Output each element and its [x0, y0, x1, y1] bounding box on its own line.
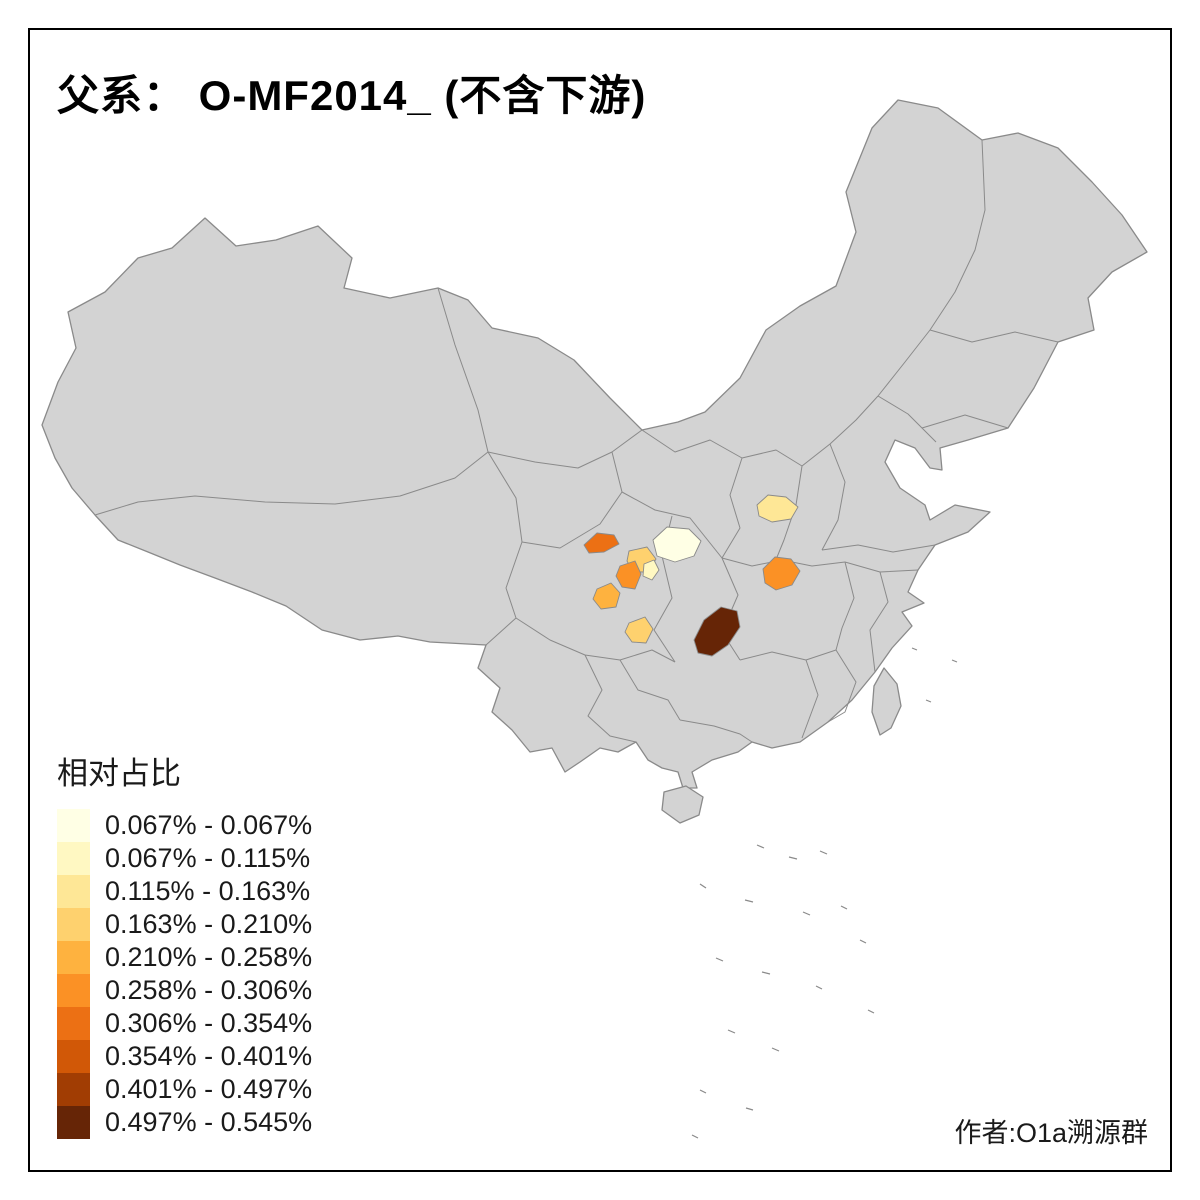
map-region — [615, 560, 642, 590]
legend-swatch — [57, 842, 90, 875]
island-speck — [761, 971, 771, 975]
legend-label: 0.401% - 0.497% — [105, 1074, 313, 1104]
south-china-sea-islands — [691, 647, 958, 1139]
province-border — [869, 571, 889, 673]
legend-label: 0.067% - 0.115% — [105, 843, 311, 873]
island-speck — [815, 985, 823, 990]
legend-item: 0.067% - 0.067% — [57, 809, 312, 842]
map-region — [642, 559, 660, 581]
province-border — [487, 429, 643, 469]
legend-label: 0.210% - 0.258% — [105, 942, 313, 972]
legend-item: 0.497% - 0.545% — [57, 1106, 312, 1139]
legend-swatch — [57, 1007, 90, 1040]
legend-swatch — [57, 1040, 90, 1073]
legend-label: 0.163% - 0.210% — [105, 909, 313, 939]
legend-item: 0.067% - 0.115% — [57, 842, 312, 875]
map-region — [693, 606, 741, 657]
province-border — [584, 654, 637, 743]
legend-item: 0.401% - 0.497% — [57, 1073, 312, 1106]
legend-item: 0.258% - 0.306% — [57, 974, 312, 1007]
legend-item: 0.306% - 0.354% — [57, 1007, 312, 1040]
island-speck — [819, 850, 828, 855]
legend-swatch — [57, 974, 90, 1007]
hainan-island — [661, 785, 704, 824]
island-speck — [951, 659, 958, 663]
legend-item: 0.354% - 0.401% — [57, 1040, 312, 1073]
island-speck — [745, 1107, 754, 1111]
province-border — [721, 457, 743, 559]
mainland-china-shape — [41, 99, 1148, 789]
legend-swatch — [57, 908, 90, 941]
province-border — [521, 451, 623, 549]
province-border — [835, 561, 855, 651]
legend-item: 0.210% - 0.258% — [57, 941, 312, 974]
province-border — [774, 465, 803, 563]
legend-label: 0.115% - 0.163% — [105, 876, 311, 906]
island-speck — [699, 883, 707, 889]
legend-label: 0.067% - 0.067% — [105, 810, 313, 840]
island-speck — [911, 647, 918, 651]
island-speck — [715, 957, 724, 962]
legend-label: 0.354% - 0.401% — [105, 1041, 313, 1071]
legend-swatch — [57, 809, 90, 842]
island-speck — [699, 1089, 707, 1094]
island-speck — [802, 911, 811, 916]
highlighted-regions — [583, 494, 801, 657]
island-speck — [691, 1134, 699, 1139]
island-speck — [727, 1029, 736, 1034]
legend-item: 0.163% - 0.210% — [57, 908, 312, 941]
taiwan-island — [871, 667, 902, 736]
province-border — [679, 719, 753, 743]
legend: 相对占比 0.067% - 0.067% 0.067% - 0.115% 0.1… — [57, 748, 312, 1139]
province-border — [739, 649, 837, 661]
island-speck — [744, 899, 754, 903]
island-speck — [859, 939, 867, 944]
legend-label: 0.306% - 0.354% — [105, 1008, 313, 1038]
legend-swatch — [57, 875, 90, 908]
province-border — [877, 395, 937, 443]
island-speck — [867, 1009, 875, 1014]
legend-items: 0.067% - 0.067% 0.067% - 0.115% 0.115% -… — [57, 809, 312, 1139]
province-border — [515, 617, 676, 663]
province-border — [929, 329, 1059, 343]
island-speck — [756, 844, 765, 849]
legend-label: 0.497% - 0.545% — [105, 1107, 313, 1137]
map-title: 父系： O-MF2014_ (不含下游) — [57, 72, 647, 119]
map-region — [583, 532, 620, 554]
legend-swatch — [57, 1073, 90, 1106]
legend-label: 0.258% - 0.306% — [105, 975, 313, 1005]
province-border — [921, 414, 1009, 429]
legend-item: 0.115% - 0.163% — [57, 875, 312, 908]
legend-title: 相对占比 — [57, 756, 181, 791]
island-speck — [840, 905, 848, 910]
island-speck — [925, 699, 932, 703]
island-speck — [788, 856, 798, 860]
province-border — [641, 395, 879, 467]
province-border — [877, 139, 986, 397]
province-border — [827, 649, 857, 723]
province-border — [821, 544, 936, 553]
map-region — [756, 494, 799, 523]
province-borders — [94, 139, 1059, 743]
province-border — [801, 659, 819, 739]
map-region — [762, 556, 801, 591]
map-region — [592, 582, 621, 610]
map-region — [624, 616, 654, 644]
province-border — [619, 659, 681, 721]
map-region — [652, 526, 702, 563]
province-border — [485, 451, 523, 646]
legend-swatch — [57, 941, 90, 974]
attribution-text: 作者:O1a溯源群 — [954, 1118, 1148, 1148]
legend-swatch — [57, 1106, 90, 1139]
province-border — [621, 491, 723, 559]
province-border — [821, 443, 846, 551]
province-border — [94, 287, 489, 516]
island-speck — [771, 1047, 780, 1052]
